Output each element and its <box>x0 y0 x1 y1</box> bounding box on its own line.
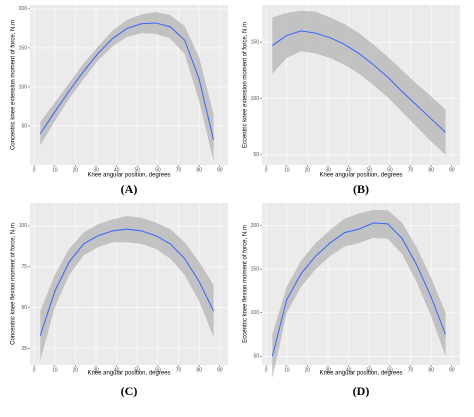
x-tick-label: 70 <box>408 367 414 373</box>
y-tick-label: 200 <box>19 6 28 12</box>
y-tick-label: 100 <box>251 96 260 102</box>
x-tick-label: 0 <box>33 167 36 173</box>
panel-label: (A) <box>121 182 138 196</box>
y-tick-label: 50 <box>253 152 259 158</box>
x-tick-label: 20 <box>73 367 79 373</box>
y-axis-label: Concentric knee extension moment of forc… <box>11 20 17 150</box>
panel-label: (B) <box>353 182 369 196</box>
y-tick-label: 100 <box>251 310 260 316</box>
confidence-band <box>40 216 214 361</box>
line <box>39 228 215 336</box>
x-tick-label: 30 <box>325 167 331 173</box>
x-tick-label: 40 <box>346 167 352 173</box>
x-tick-label: 70 <box>408 167 414 173</box>
x-tick-label: 50 <box>366 367 372 373</box>
line <box>39 22 215 141</box>
x-tick-label: 40 <box>346 367 352 373</box>
x-tick-label: 90 <box>217 167 223 173</box>
y-tick-label: 50 <box>21 123 27 129</box>
y-tick-label: 200 <box>251 223 260 229</box>
x-tick-label: 20 <box>305 167 311 173</box>
y-tick-label: 150 <box>251 40 260 46</box>
confidence-band <box>40 12 214 162</box>
panel-label: (D) <box>353 384 370 398</box>
x-tick-label: 60 <box>387 367 393 373</box>
x-tick-label: 30 <box>325 367 331 373</box>
y-axis-label: Eccentric knee flexion moment of force, … <box>243 225 249 343</box>
y-tick-label: 50 <box>21 305 27 311</box>
x-tick-label: 80 <box>196 167 202 173</box>
x-axis-label: Knee angular position, degrees <box>87 371 170 377</box>
y-tick-label: 150 <box>19 45 28 51</box>
x-tick-label: 20 <box>73 167 79 173</box>
y-axis-label: Eccentric knee extension moment of force… <box>243 22 249 148</box>
x-tick-label: 70 <box>176 167 182 173</box>
y-tick-label: 150 <box>251 267 260 273</box>
x-tick-label: 0 <box>265 167 268 173</box>
x-tick-label: 50 <box>366 167 372 173</box>
x-axis-label: Knee angular position, degrees <box>319 371 402 377</box>
y-tick-label: 100 <box>19 223 28 229</box>
x-tick-label: 0 <box>265 367 268 373</box>
x-axis-label: Knee angular position, degrees <box>87 173 170 179</box>
x-tick-label: 60 <box>387 167 393 173</box>
x-tick-label: 90 <box>217 367 223 373</box>
x-tick-label: 90 <box>449 167 455 173</box>
x-tick-label: 40 <box>114 167 120 173</box>
y-tick-label: 100 <box>19 84 28 90</box>
x-tick-label: 30 <box>93 167 99 173</box>
x-tick-label: 10 <box>52 167 58 173</box>
x-tick-label: 40 <box>114 367 120 373</box>
confidence-band <box>272 10 446 155</box>
x-tick-label: 60 <box>155 367 161 373</box>
x-tick-label: 20 <box>305 367 311 373</box>
x-tick-label: 10 <box>284 167 290 173</box>
x-tick-label: 30 <box>93 367 99 373</box>
x-tick-label: 0 <box>33 367 36 373</box>
confidence-band <box>272 209 446 379</box>
x-tick-label: 50 <box>134 367 140 373</box>
y-axis-label: Concentric knee flexion moment of force,… <box>11 223 17 345</box>
x-tick-label: 70 <box>176 367 182 373</box>
line <box>271 222 447 357</box>
y-tick-label: 50 <box>253 354 259 360</box>
x-tick-label: 10 <box>52 367 58 373</box>
line <box>272 30 446 133</box>
x-axis-label: Knee angular position, degrees <box>319 173 402 179</box>
x-tick-label: 10 <box>284 367 290 373</box>
x-tick-label: 50 <box>134 167 140 173</box>
x-tick-label: 80 <box>428 367 434 373</box>
x-tick-label: 90 <box>449 367 455 373</box>
x-tick-label: 60 <box>155 167 161 173</box>
x-tick-label: 80 <box>196 367 202 373</box>
y-tick-label: 25 <box>21 346 27 352</box>
x-tick-label: 80 <box>428 167 434 173</box>
panel-label: (C) <box>121 384 138 398</box>
y-tick-label: 75 <box>21 264 27 270</box>
